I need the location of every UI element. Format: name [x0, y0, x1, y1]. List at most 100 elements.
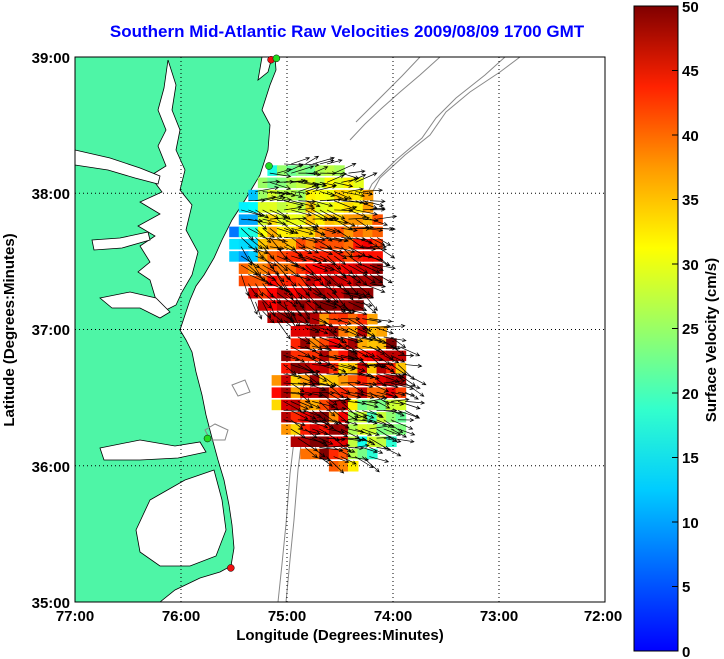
- velocity-arrow: [362, 327, 377, 339]
- velocity-arrow: [312, 200, 334, 208]
- velocity-arrow: [304, 345, 324, 357]
- velocity-arrow: [333, 292, 346, 308]
- velocity-arrow: [333, 364, 356, 371]
- velocity-cell: [343, 202, 355, 213]
- colorbar: [633, 5, 679, 652]
- velocity-cell: [248, 238, 259, 250]
- velocity-cell: [362, 287, 374, 299]
- velocity-cell: [315, 263, 326, 274]
- velocity-arrow: [383, 364, 402, 379]
- velocity-cell: [267, 165, 278, 176]
- velocity-arrow: [319, 456, 333, 467]
- velocity-cell: [286, 238, 298, 250]
- velocity-arrow: [355, 373, 375, 379]
- velocity-cell: [343, 238, 355, 250]
- velocity-arrow: [312, 237, 333, 250]
- velocity-arrow: [290, 373, 314, 383]
- velocity-cell: [267, 214, 278, 225]
- velocity-arrow: [255, 228, 272, 244]
- velocity-arrow: [312, 355, 332, 366]
- velocity-arrow: [405, 363, 423, 368]
- velocity-arrow: [262, 228, 275, 238]
- velocity-arrow: [333, 456, 350, 463]
- velocity-arrow: [290, 292, 305, 309]
- velocity-cell: [357, 375, 369, 386]
- velocity-arrow: [326, 292, 339, 304]
- velocity-arrow: [355, 391, 375, 399]
- velocity-arrow: [255, 301, 263, 320]
- velocity-arrow: [255, 283, 264, 297]
- velocity-arrow: [341, 283, 354, 301]
- velocity-cell: [353, 226, 364, 238]
- velocity-cell: [347, 436, 359, 447]
- velocity-arrow: [376, 274, 393, 284]
- velocity-arrow: [319, 391, 338, 406]
- velocity-arrow: [276, 197, 292, 202]
- velocity-cell: [334, 238, 345, 250]
- velocity-arrow: [369, 274, 384, 284]
- velocity-cell: [367, 448, 378, 460]
- velocity-cell: [267, 300, 278, 311]
- velocity-cell: [305, 300, 317, 311]
- velocity-cell: [343, 263, 355, 274]
- velocity-cell: [305, 251, 317, 262]
- velocity-cell: [386, 387, 397, 398]
- velocity-arrow: [369, 437, 389, 450]
- velocity-cell: [367, 362, 378, 374]
- velocity-arrow: [340, 456, 357, 465]
- velocity-arrow: [262, 283, 274, 299]
- velocity-cell: [286, 202, 298, 213]
- velocity-arrow: [362, 218, 379, 223]
- velocity-arrow: [248, 264, 266, 282]
- velocity-cell: [248, 226, 259, 238]
- velocity-cell: [296, 263, 307, 274]
- velocity-arrow: [326, 327, 345, 344]
- velocity-cell: [353, 238, 364, 250]
- velocity-cell: [324, 226, 336, 238]
- velocity-arrow: [298, 264, 315, 276]
- velocity-cell: [324, 287, 336, 299]
- velocity-cell: [281, 362, 292, 374]
- velocity-arrow: [248, 218, 273, 226]
- velocity-cell: [338, 362, 349, 374]
- velocity-cell: [276, 226, 288, 238]
- velocity-arrow: [390, 345, 405, 355]
- velocity-arrow: [369, 218, 389, 226]
- velocity-arrow: [319, 227, 337, 234]
- velocity-cell: [334, 251, 345, 262]
- velocity-cell: [347, 387, 359, 398]
- velocity-cell: [334, 275, 345, 287]
- velocity-cell: [338, 338, 349, 349]
- velocity-arrow: [369, 410, 384, 418]
- velocity-arrow: [377, 226, 396, 232]
- velocity-arrow: [255, 255, 278, 266]
- velocity-cell: [315, 238, 326, 250]
- velocity-cell: [347, 350, 359, 362]
- velocity-arrow: [283, 218, 304, 229]
- velocity-arrow: [304, 391, 324, 398]
- velocity-cell: [267, 189, 278, 201]
- velocity-arrow: [376, 345, 394, 361]
- velocity-cell: [372, 214, 383, 225]
- velocity-cell: [357, 338, 369, 349]
- velocity-cell: [362, 238, 374, 250]
- velocity-cell: [357, 399, 369, 411]
- velocity-arrow: [383, 391, 398, 399]
- velocity-arrow: [255, 237, 269, 250]
- velocity-arrow: [312, 327, 329, 335]
- velocity-cell: [319, 338, 330, 349]
- velocity-arrow: [326, 401, 339, 411]
- velocity-cell: [338, 448, 349, 460]
- velocity-arrow: [247, 292, 258, 315]
- velocity-cell: [290, 436, 302, 447]
- velocity-cell: [334, 177, 345, 189]
- velocity-cell: [296, 312, 307, 324]
- velocity-cell: [276, 202, 288, 213]
- velocity-cell: [324, 202, 336, 213]
- velocity-arrow: [347, 382, 364, 393]
- velocity-arrow: [347, 327, 367, 338]
- velocity-cell: [357, 313, 369, 325]
- velocity-arrow: [319, 419, 335, 430]
- velocity-arrow: [326, 443, 351, 448]
- velocity-arrow: [369, 264, 384, 271]
